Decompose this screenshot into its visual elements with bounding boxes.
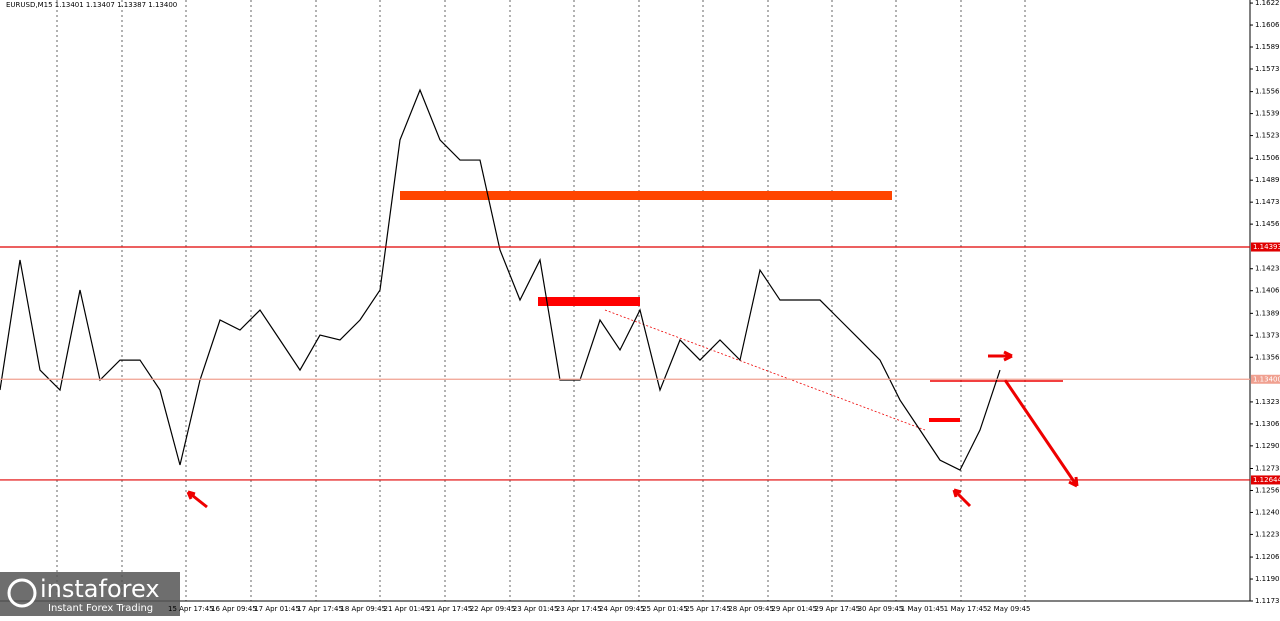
y-tick-label: 1.15230	[1255, 132, 1280, 140]
y-tick-label: 1.12900	[1255, 442, 1280, 450]
y-tick-label: 1.13730	[1255, 331, 1280, 339]
x-tick-label: 18 Apr 09:45	[340, 605, 386, 613]
x-tick-label: 1 May 17:45	[944, 605, 988, 613]
logo-icon	[7, 578, 37, 608]
x-tick-label: 16 Apr 09:45	[211, 605, 257, 613]
x-tick-label: 1 May 01:45	[901, 605, 945, 613]
logo-box	[0, 572, 180, 616]
level-tag	[1251, 242, 1280, 252]
arrow	[952, 488, 972, 508]
y-tick-label: 1.11735	[1255, 597, 1280, 605]
logo-tagline: Instant Forex Trading	[48, 603, 153, 614]
y-tick-label: 1.12065	[1255, 553, 1280, 561]
y-tick-label: 1.14565	[1255, 220, 1280, 228]
y-tick-label: 1.16225	[1255, 0, 1280, 7]
x-tick-label: 29 Apr 17:45	[815, 605, 861, 613]
y-tick-label: 1.14230	[1255, 265, 1280, 273]
x-tick-label: 30 Apr 09:45	[858, 605, 904, 613]
y-tick-label: 1.15560	[1255, 88, 1280, 96]
x-tick-label: 22 Apr 09:45	[470, 605, 516, 613]
y-tick-label: 1.16060	[1255, 21, 1280, 29]
y-tick-label: 1.12235	[1255, 530, 1280, 538]
level-label: 1.12644	[1253, 476, 1280, 484]
x-tick-label: 24 Apr 09:45	[599, 605, 645, 613]
y-tick-label: 1.14065	[1255, 287, 1280, 295]
arrow	[186, 490, 208, 509]
zone	[929, 418, 960, 422]
trend-line	[604, 309, 926, 431]
annotations	[186, 191, 1079, 509]
y-tick-label: 1.14730	[1255, 198, 1280, 206]
level-tag	[1251, 475, 1280, 485]
chart-title: EURUSD,M15 1.13401 1.13407 1.13387 1.134…	[6, 1, 177, 9]
y-tick-label: 1.13565	[1255, 353, 1280, 361]
arrow	[988, 350, 1013, 362]
x-tick-label: 17 Apr 01:45	[254, 605, 300, 613]
y-tick-label: 1.13230	[1255, 398, 1280, 406]
y-tick-label: 1.15395	[1255, 110, 1280, 118]
y-tick-label: 1.13895	[1255, 309, 1280, 317]
arrow	[1003, 379, 1079, 488]
y-tick-label: 1.15060	[1255, 154, 1280, 162]
y-tick-label: 1.15730	[1255, 65, 1280, 73]
x-tick-label: 21 Apr 01:45	[384, 605, 430, 613]
x-tick-label: 21 Apr 17:45	[427, 605, 473, 613]
x-tick-label: 25 Apr 01:45	[642, 605, 688, 613]
y-tick-label: 1.12400	[1255, 508, 1280, 516]
logo: instaforex Instant Forex Trading	[0, 572, 180, 616]
price-line	[0, 88, 1001, 471]
zone	[538, 297, 640, 306]
y-tick-label: 1.13065	[1255, 420, 1280, 428]
x-tick-label: 15 Apr 17:45	[168, 605, 214, 613]
x-tick-label: 28 Apr 09:45	[728, 605, 774, 613]
x-tick-label: 2 May 09:45	[987, 605, 1031, 613]
y-tick-label: 1.11900	[1255, 575, 1280, 583]
x-tick-label: 23 Apr 01:45	[513, 605, 559, 613]
logo-name: instaforex	[40, 575, 160, 603]
zone	[400, 191, 892, 200]
y-tick-label: 1.14895	[1255, 176, 1280, 184]
y-tick-label: 1.12565	[1255, 486, 1280, 494]
y-tick-label: 1.15895	[1255, 43, 1280, 51]
level-label: 1.14393	[1253, 243, 1280, 251]
x-tick-label: 25 Apr 17:45	[685, 605, 731, 613]
x-tick-label: 17 Apr 17:45	[297, 605, 343, 613]
level-label: 1.13400	[1253, 375, 1280, 383]
x-tick-label: 29 Apr 01:45	[771, 605, 817, 613]
level-tag	[1251, 374, 1280, 384]
y-tick-label: 1.12730	[1255, 464, 1280, 472]
x-tick-label: 23 Apr 17:45	[556, 605, 602, 613]
time-grid	[56, 0, 1026, 601]
